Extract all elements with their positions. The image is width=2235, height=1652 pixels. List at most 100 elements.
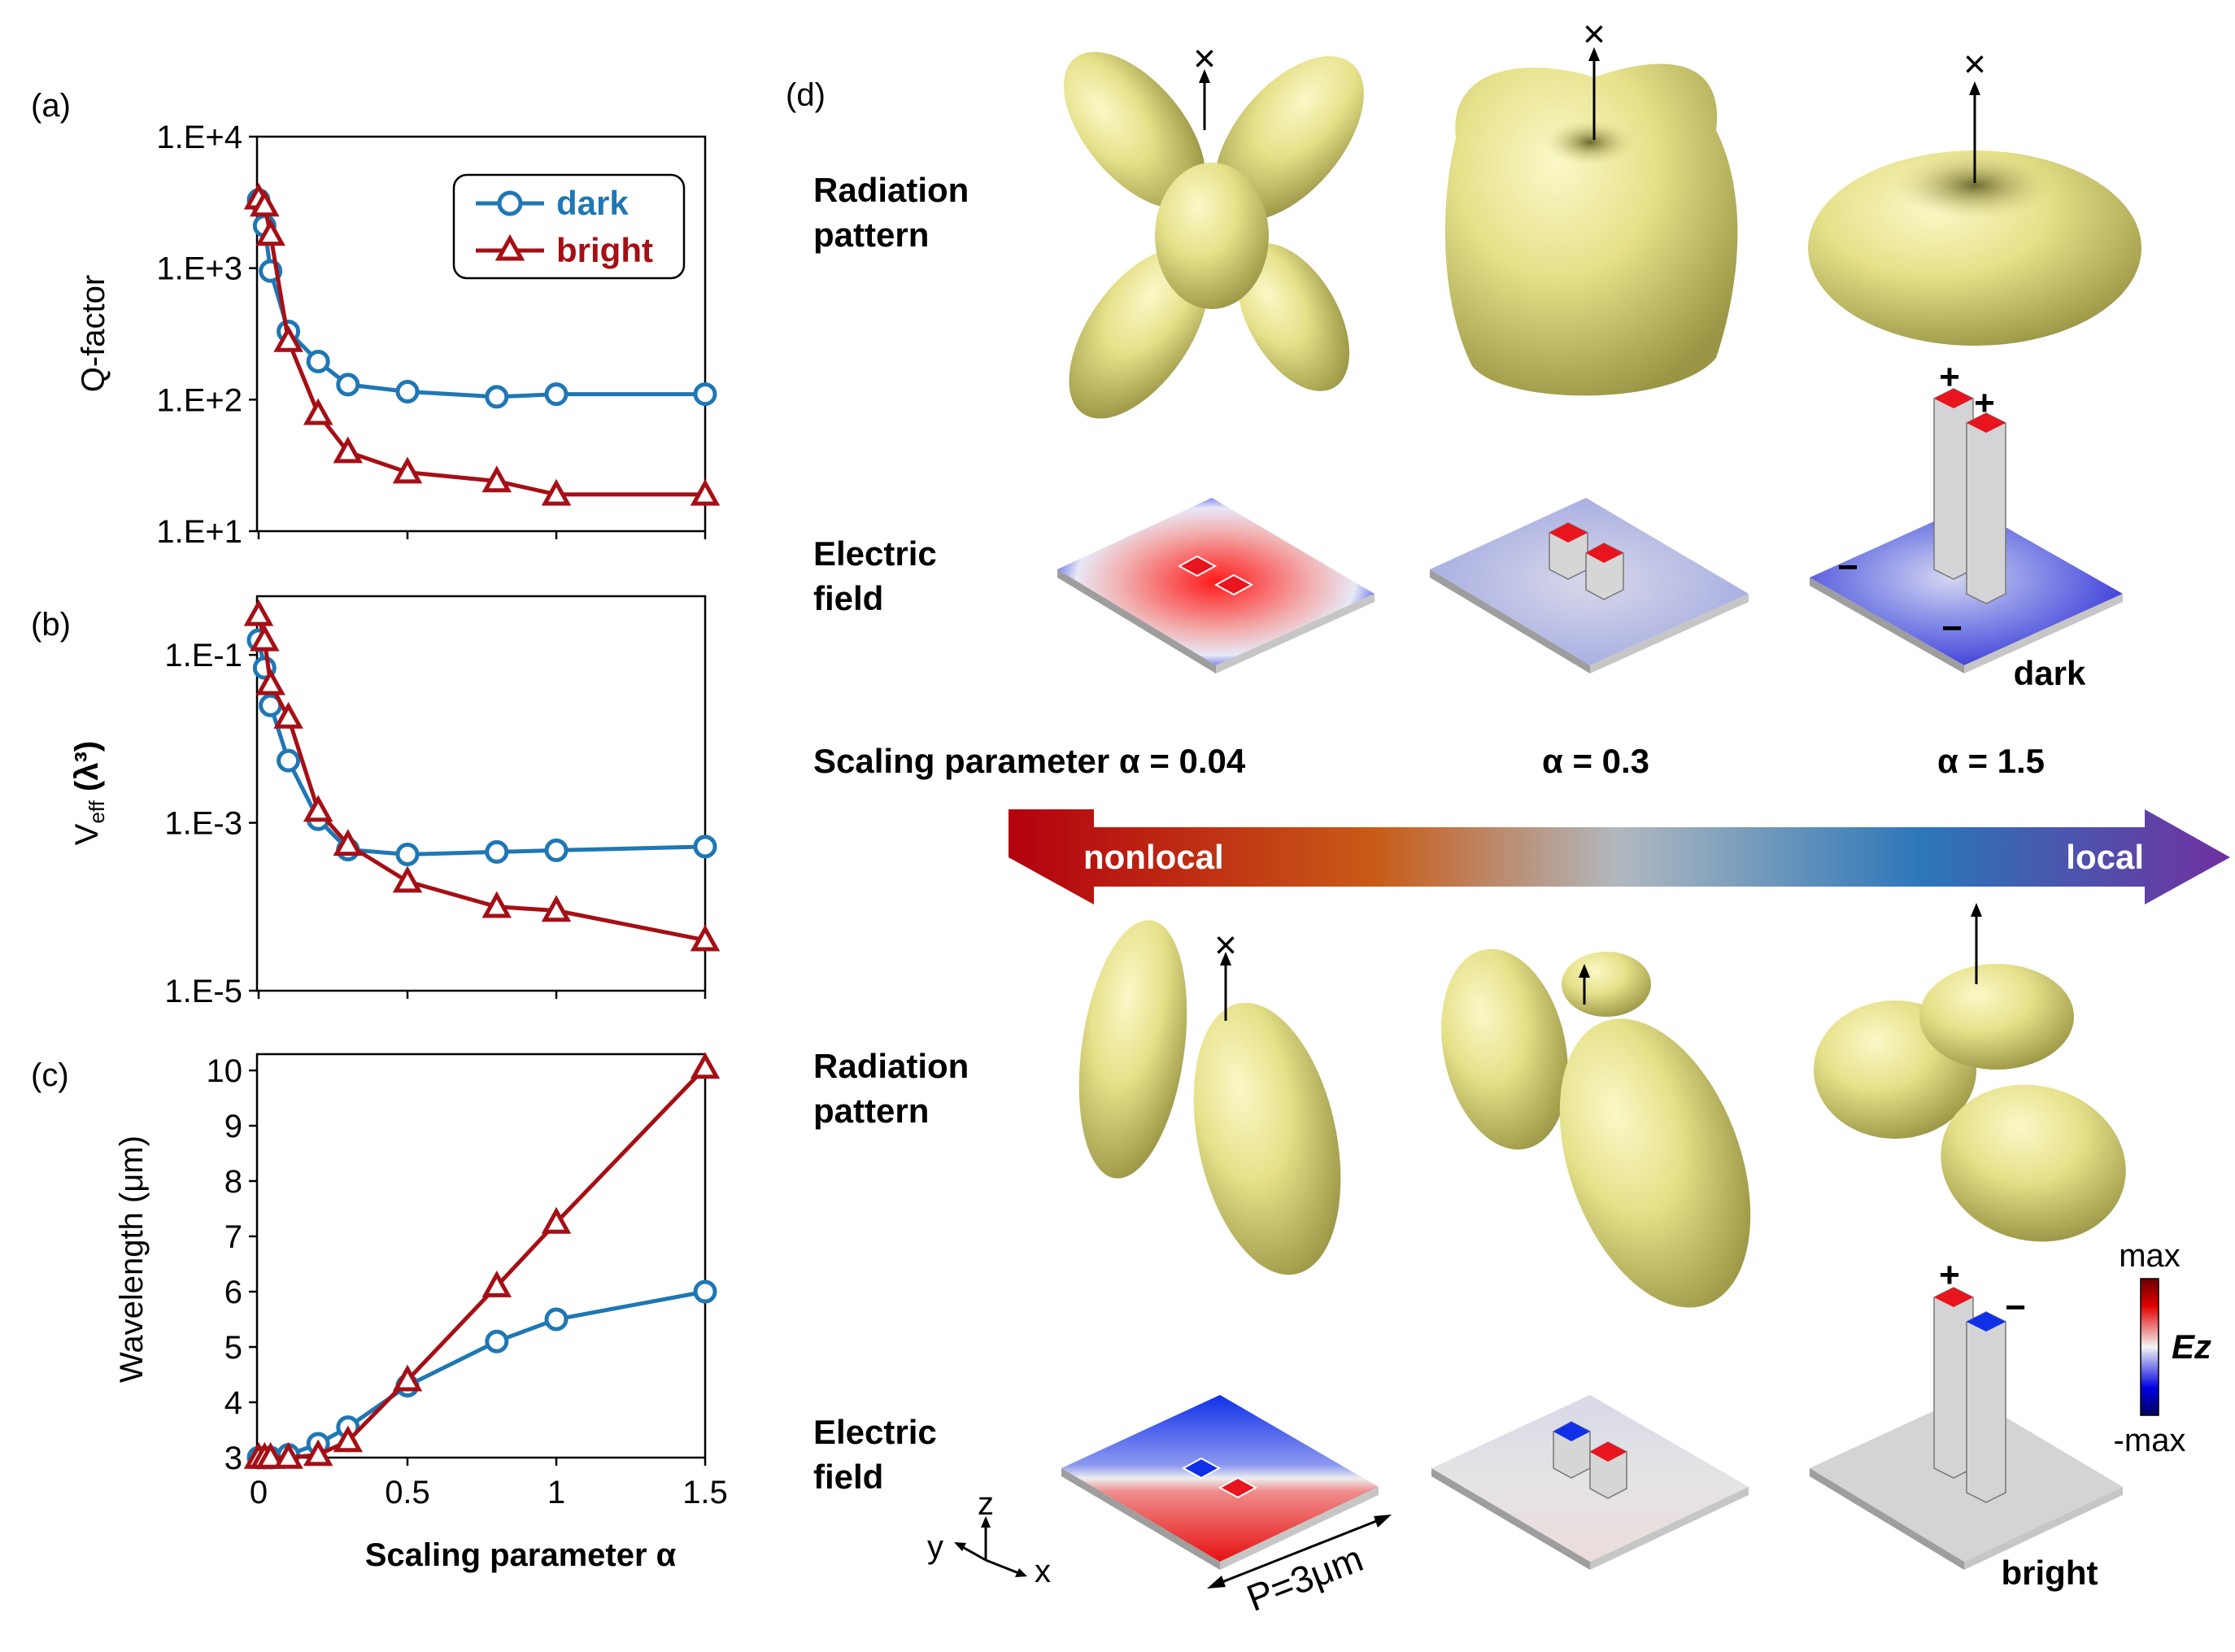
radiation-pattern-bright-local bbox=[1814, 903, 2126, 1242]
coordinate-axes: z x y bbox=[927, 1486, 1051, 1589]
data-point-bright bbox=[273, 701, 303, 729]
y-tick-label: 3 bbox=[224, 1441, 242, 1476]
panel-b-ylabel-main: V bbox=[69, 823, 105, 845]
radiation-pattern-bright-nonlocal: × bbox=[1078, 920, 1341, 1275]
panel-b-ylabel: Veff (λ³) bbox=[69, 741, 109, 845]
y-tick-label: 7 bbox=[224, 1219, 242, 1255]
series-line-bright bbox=[256, 614, 706, 943]
legend-bright-marker bbox=[494, 233, 525, 261]
y-tick-label: 10 bbox=[207, 1053, 243, 1089]
electric-field-bright-mid bbox=[1431, 1395, 1749, 1570]
y-tick-label: 9 bbox=[224, 1109, 242, 1144]
panel-a-label: (a) bbox=[31, 88, 71, 124]
axis-z-label: z bbox=[978, 1486, 994, 1522]
nonlocal-label: nonlocal bbox=[1083, 838, 1224, 876]
data-point-bright bbox=[250, 624, 280, 652]
electric-field-bright-nonlocal bbox=[1061, 1395, 1379, 1570]
y-tick-label: 5 bbox=[224, 1330, 242, 1366]
y-tick-label: 4 bbox=[224, 1385, 242, 1421]
radiation-pattern-dark-nonlocal: × bbox=[1063, 37, 1364, 419]
plus-sign-1: + bbox=[1939, 357, 1960, 397]
y-tick-label: 1.E-3 bbox=[164, 806, 242, 842]
colorbar-title: Ez bbox=[2172, 1327, 2211, 1366]
data-point-bright bbox=[333, 436, 364, 464]
radiation-pattern-dark-mid: × bbox=[1444, 13, 1738, 396]
data-point-bright bbox=[690, 924, 721, 952]
alpha-right-label: α = 1.5 bbox=[1937, 742, 2045, 780]
panel-c-ylabel: Wavelength (μm) bbox=[114, 1135, 150, 1383]
data-point-bright bbox=[243, 599, 274, 626]
panel-b-ylabel-rest: (λ³) bbox=[69, 741, 105, 800]
data-point-bright bbox=[303, 1439, 333, 1467]
scaling-parameter-label: Scaling parameter α = 0.04 bbox=[813, 742, 1246, 780]
y-tick-label: 8 bbox=[224, 1164, 242, 1200]
data-point-bright bbox=[392, 865, 423, 893]
data-point-bright bbox=[333, 829, 364, 857]
data-point-bright bbox=[255, 1441, 285, 1469]
series-line-dark bbox=[259, 1289, 706, 1460]
data-point-bright bbox=[541, 1206, 572, 1234]
data-point-bright bbox=[481, 1271, 512, 1297]
x-tick-label: 0.5 bbox=[385, 1475, 430, 1510]
y-tick-label: 1.E-5 bbox=[164, 974, 242, 1009]
radiation-label-top-1: Radiation bbox=[813, 171, 969, 209]
legend-dark-marker bbox=[497, 190, 523, 216]
electric-field-bright-local: + − bright bbox=[1810, 1255, 2123, 1592]
cross-mark-4: × bbox=[1214, 924, 1237, 967]
y-tick-label: 6 bbox=[224, 1275, 242, 1310]
x-tick-label: 0 bbox=[250, 1475, 268, 1510]
data-point-bright bbox=[481, 465, 512, 493]
panel-b-ylabel-sub: eff bbox=[85, 800, 109, 823]
data-point-bright bbox=[481, 891, 512, 918]
colorbar: max -max Ez bbox=[2114, 1238, 2211, 1458]
y-tick-label: 1.E+3 bbox=[156, 251, 242, 287]
data-point-bright bbox=[541, 895, 572, 922]
panel-c-chart: (c) 3 4 5 6 7 8 9 10 0 0.5 1 1.5 Wavelength (μm) Sc… bbox=[31, 1052, 728, 1573]
y-tick-label: 1.E+4 bbox=[156, 120, 242, 155]
series-line-dark bbox=[256, 199, 705, 399]
series-line-bright bbox=[259, 1066, 707, 1460]
data-point-dark bbox=[395, 842, 420, 866]
panel-c-frame bbox=[255, 1053, 707, 1459]
bright-mode-label: bright bbox=[2002, 1554, 2098, 1592]
radiation-pattern-bright-mid bbox=[1441, 948, 1751, 1308]
legend: dark bright bbox=[452, 173, 686, 280]
x-tick-label: 1.5 bbox=[682, 1475, 728, 1510]
radiation-label-top-2: pattern bbox=[813, 216, 929, 254]
data-point-dark bbox=[693, 382, 717, 407]
legend-dark-text: dark bbox=[556, 184, 629, 222]
panel-c-xlabel: Scaling parameter α bbox=[365, 1537, 677, 1573]
minus-sign-2: − bbox=[1941, 608, 1963, 648]
y-tick-label: 1.E+1 bbox=[156, 514, 242, 550]
cross-mark-2: × bbox=[1583, 13, 1605, 56]
data-point-bright bbox=[250, 190, 280, 217]
radiation-pattern-dark-local: × bbox=[1808, 43, 2141, 346]
data-point-bright bbox=[255, 219, 285, 246]
data-point-bright bbox=[541, 478, 572, 506]
alpha-mid-label: α = 0.3 bbox=[1542, 742, 1649, 780]
panel-b-frame bbox=[255, 595, 707, 992]
data-point-dark bbox=[485, 1329, 509, 1353]
electric-field-dark-nonlocal bbox=[1057, 498, 1375, 673]
legend-bright-text: bright bbox=[556, 231, 653, 269]
panel-a-chart: (a) 1.E+1 1.E+2 1.E+3 1.E+4 Q-factor dark b… bbox=[31, 88, 721, 550]
data-point-dark bbox=[544, 838, 569, 862]
data-point-dark bbox=[693, 835, 717, 859]
y-tick-label: 1.E-1 bbox=[164, 638, 242, 673]
minus-sign-1: − bbox=[1837, 547, 1858, 587]
data-point-bright bbox=[303, 398, 333, 425]
data-point-bright bbox=[392, 1364, 423, 1392]
data-point-bright bbox=[273, 325, 303, 352]
cross-mark-1: × bbox=[1193, 37, 1216, 81]
data-point-bright bbox=[690, 1052, 721, 1079]
data-point-bright bbox=[273, 1441, 303, 1469]
data-point-dark bbox=[485, 385, 509, 409]
plus-sign-2: + bbox=[1974, 383, 1995, 423]
data-point-dark bbox=[693, 1279, 717, 1304]
data-point-bright bbox=[392, 456, 423, 484]
radiation-label-bottom-1: Radiation bbox=[813, 1047, 969, 1085]
electric-field-dark-mid bbox=[1430, 498, 1749, 673]
axis-x-label: x bbox=[1035, 1554, 1051, 1589]
electric-label-top-2: field bbox=[813, 579, 883, 617]
